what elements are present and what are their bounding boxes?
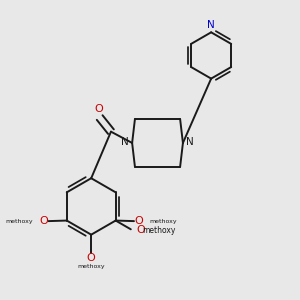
- Text: N: N: [207, 20, 215, 30]
- Text: N: N: [186, 137, 194, 147]
- Text: methoxy: methoxy: [143, 226, 176, 235]
- Text: O: O: [136, 225, 145, 235]
- Text: O: O: [39, 216, 48, 226]
- Text: methoxy: methoxy: [149, 219, 177, 224]
- Text: O: O: [134, 216, 143, 226]
- Text: N: N: [121, 137, 129, 147]
- Text: O: O: [87, 253, 96, 263]
- Text: methoxy: methoxy: [5, 219, 33, 224]
- Text: O: O: [94, 103, 103, 114]
- Text: methoxy: methoxy: [77, 264, 105, 269]
